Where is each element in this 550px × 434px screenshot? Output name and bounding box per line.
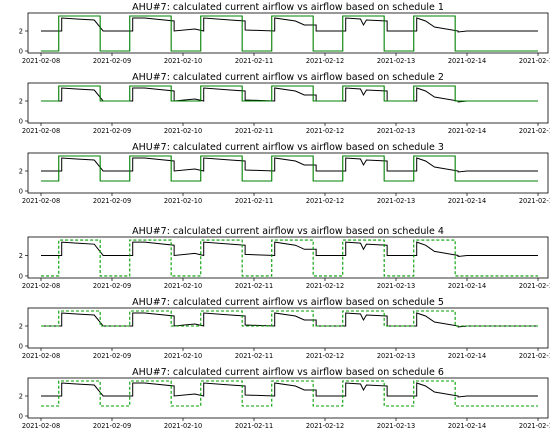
x-tick-label: 2021-02-11	[235, 57, 273, 65]
y-tick-label: 0	[19, 272, 23, 280]
x-tick-label: 2021-02-10	[164, 352, 202, 360]
x-tick-label: 2021-02-14	[448, 57, 486, 65]
y-tick-label: 2	[19, 392, 23, 400]
axes-frame	[27, 152, 549, 194]
chart-title: AHU#7: calculated current airflow vs air…	[132, 72, 444, 83]
calculated-airflow-line	[41, 312, 538, 328]
x-tick-label: 2021-02-10	[164, 127, 202, 135]
x-tick-label: 2021-02-12	[306, 282, 344, 290]
axes-frame	[27, 12, 549, 54]
x-tick-label: 2021-02-10	[164, 57, 202, 65]
x-tick-label: 2021-02-14	[448, 197, 486, 205]
chart-title: AHU#7: calculated current airflow vs air…	[132, 2, 444, 13]
schedule-airflow-line	[41, 155, 538, 182]
y-tick-label: 0	[19, 187, 23, 195]
x-tick-label: 2021-02-09	[93, 57, 131, 65]
y-tick-label: 2	[19, 27, 23, 35]
x-tick-label: 2021-02-09	[93, 422, 131, 430]
chart-panel-6: AHU#7: calculated current airflow vs air…	[19, 367, 550, 430]
chart-panel-4: AHU#7: calculated current airflow vs air…	[19, 226, 550, 290]
x-tick-label: 2021-02-12	[306, 352, 344, 360]
chart-title: AHU#7: calculated current airflow vs air…	[132, 226, 444, 237]
y-tick-label: 2	[19, 167, 23, 175]
chart-title: AHU#7: calculated current airflow vs air…	[132, 367, 444, 378]
x-tick-label: 2021-02-15	[519, 197, 550, 205]
schedule-airflow-line	[41, 239, 538, 277]
schedule-airflow-line	[41, 85, 538, 102]
x-tick-label: 2021-02-15	[519, 282, 550, 290]
x-tick-label: 2021-02-12	[306, 127, 344, 135]
x-tick-label: 2021-02-14	[448, 422, 486, 430]
x-tick-label: 2021-02-08	[22, 422, 60, 430]
x-tick-label: 2021-02-15	[519, 127, 550, 135]
x-tick-label: 2021-02-11	[235, 127, 273, 135]
x-tick-label: 2021-02-12	[306, 57, 344, 65]
y-tick-label: 2	[19, 252, 23, 260]
x-tick-label: 2021-02-13	[377, 352, 415, 360]
x-tick-label: 2021-02-08	[22, 352, 60, 360]
chart-title: AHU#7: calculated current airflow vs air…	[132, 142, 444, 153]
x-tick-label: 2021-02-11	[235, 197, 273, 205]
x-tick-label: 2021-02-13	[377, 197, 415, 205]
x-tick-label: 2021-02-15	[519, 57, 550, 65]
y-tick-label: 2	[19, 97, 23, 105]
x-tick-label: 2021-02-13	[377, 127, 415, 135]
x-tick-label: 2021-02-12	[306, 422, 344, 430]
x-tick-label: 2021-02-13	[377, 282, 415, 290]
axes-frame	[27, 307, 549, 349]
x-tick-label: 2021-02-08	[22, 57, 60, 65]
x-tick-label: 2021-02-10	[164, 197, 202, 205]
x-tick-label: 2021-02-09	[93, 282, 131, 290]
chart-title: AHU#7: calculated current airflow vs air…	[132, 297, 444, 308]
axes-frame	[27, 236, 549, 279]
x-tick-label: 2021-02-08	[22, 197, 60, 205]
y-tick-label: 0	[19, 342, 23, 350]
y-tick-label: 0	[19, 412, 23, 420]
calculated-airflow-line	[41, 241, 538, 258]
y-tick-label: 0	[19, 117, 23, 125]
x-tick-label: 2021-02-11	[235, 282, 273, 290]
calculated-airflow-line	[41, 87, 538, 103]
chart-panel-2: AHU#7: calculated current airflow vs air…	[19, 72, 550, 135]
x-tick-label: 2021-02-11	[235, 422, 273, 430]
x-tick-label: 2021-02-14	[448, 282, 486, 290]
axes-frame	[27, 82, 549, 124]
axes-frame	[27, 377, 549, 419]
x-tick-label: 2021-02-10	[164, 282, 202, 290]
schedule-airflow-line	[41, 310, 538, 327]
y-tick-label: 2	[19, 322, 23, 330]
x-tick-label: 2021-02-13	[377, 57, 415, 65]
schedule-airflow-line	[41, 380, 538, 407]
calculated-airflow-line	[41, 157, 538, 173]
chart-panel-1: AHU#7: calculated current airflow vs air…	[19, 2, 550, 65]
calculated-airflow-line	[41, 382, 538, 398]
y-tick-label: 0	[19, 47, 23, 55]
calculated-airflow-line	[41, 17, 538, 33]
x-tick-label: 2021-02-11	[235, 352, 273, 360]
x-tick-label: 2021-02-14	[448, 352, 486, 360]
x-tick-label: 2021-02-10	[164, 422, 202, 430]
chart-panel-3: AHU#7: calculated current airflow vs air…	[19, 142, 550, 205]
x-tick-label: 2021-02-09	[93, 352, 131, 360]
chart-panel-5: AHU#7: calculated current airflow vs air…	[19, 297, 550, 360]
x-tick-label: 2021-02-15	[519, 422, 550, 430]
schedule-airflow-line	[41, 15, 538, 52]
x-tick-label: 2021-02-09	[93, 197, 131, 205]
x-tick-label: 2021-02-08	[22, 282, 60, 290]
x-tick-label: 2021-02-13	[377, 422, 415, 430]
x-tick-label: 2021-02-09	[93, 127, 131, 135]
x-tick-label: 2021-02-08	[22, 127, 60, 135]
x-tick-label: 2021-02-15	[519, 352, 550, 360]
x-tick-label: 2021-02-12	[306, 197, 344, 205]
x-tick-label: 2021-02-14	[448, 127, 486, 135]
